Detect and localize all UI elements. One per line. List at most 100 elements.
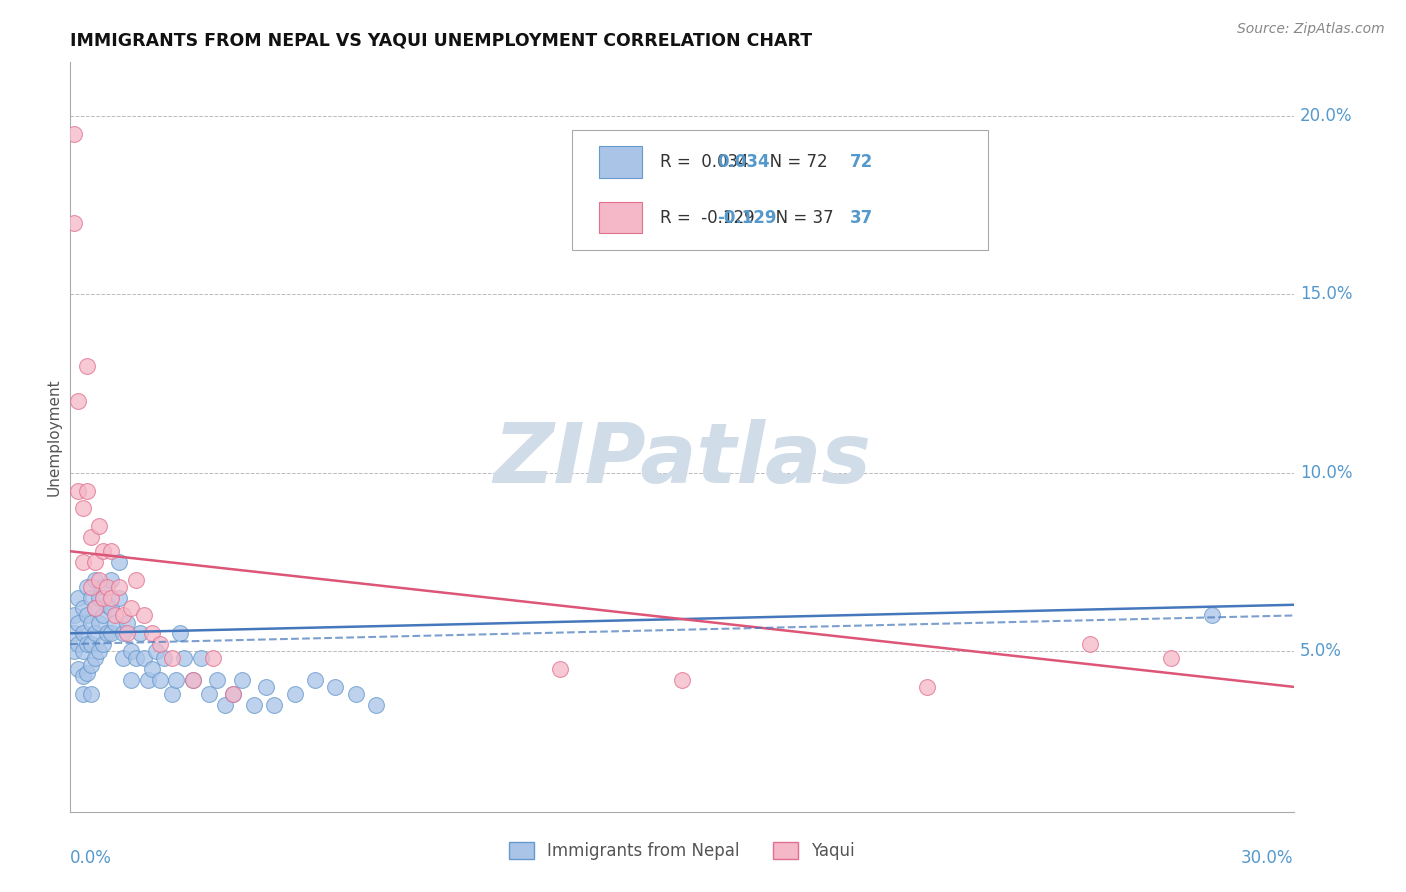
Point [671, 673, 693, 687]
Point [323, 680, 347, 694]
Point [124, 573, 146, 587]
Point [162, 687, 183, 701]
Point [141, 626, 163, 640]
Point [149, 637, 172, 651]
Point [87, 573, 110, 587]
Text: R =  0.034    N = 72: R = 0.034 N = 72 [659, 153, 828, 171]
Point [304, 673, 326, 687]
Point [108, 555, 131, 569]
Point [100, 591, 122, 605]
Point [548, 662, 571, 676]
Point [96, 626, 118, 640]
Point [149, 673, 172, 687]
Point [100, 626, 122, 640]
Point [231, 673, 253, 687]
Point [91, 637, 114, 651]
Point [117, 615, 139, 630]
Point [87, 615, 110, 630]
Point [67, 394, 90, 409]
Bar [599, 146, 641, 178]
Point [79, 591, 103, 605]
Point [132, 608, 155, 623]
Point [205, 673, 228, 687]
Legend: Immigrants from Nepal, Yaqui: Immigrants from Nepal, Yaqui [502, 836, 862, 867]
Point [72, 555, 94, 569]
Text: ZIPatlas: ZIPatlas [494, 419, 870, 500]
Point [243, 698, 266, 712]
Point [169, 626, 191, 640]
Point [67, 483, 90, 498]
Point [72, 687, 94, 701]
Text: Source: ZipAtlas.com: Source: ZipAtlas.com [1237, 22, 1385, 37]
Point [128, 626, 150, 640]
Point [132, 651, 155, 665]
Point [202, 651, 225, 665]
Text: 72: 72 [849, 153, 873, 171]
Point [91, 580, 114, 594]
Point [190, 651, 212, 665]
Point [100, 601, 122, 615]
Point [76, 580, 98, 594]
Text: 5.0%: 5.0% [1299, 642, 1341, 660]
Point [76, 665, 98, 680]
Point [72, 669, 94, 683]
Point [87, 519, 110, 533]
Point [145, 644, 167, 658]
Point [91, 608, 114, 623]
Point [72, 501, 94, 516]
Text: R =  -0.129    N = 37: R = -0.129 N = 37 [659, 209, 834, 227]
Point [124, 651, 146, 665]
Text: 30.0%: 30.0% [1241, 849, 1294, 867]
Point [63, 127, 86, 141]
Point [79, 687, 103, 701]
Point [1201, 608, 1223, 623]
Point [72, 626, 94, 640]
Point [83, 651, 105, 665]
Point [83, 601, 105, 615]
Point [173, 651, 195, 665]
Point [72, 644, 94, 658]
Point [76, 637, 98, 651]
Point [181, 673, 204, 687]
Point [366, 698, 388, 712]
Point [67, 615, 90, 630]
Point [344, 687, 367, 701]
Point [1160, 651, 1182, 665]
Point [100, 544, 122, 558]
Point [91, 591, 114, 605]
Point [79, 615, 103, 630]
Point [104, 615, 127, 630]
Text: IMMIGRANTS FROM NEPAL VS YAQUI UNEMPLOYMENT CORRELATION CHART: IMMIGRANTS FROM NEPAL VS YAQUI UNEMPLOYM… [70, 32, 813, 50]
Point [67, 637, 90, 651]
Point [67, 662, 90, 676]
Point [76, 359, 98, 373]
Point [91, 544, 114, 558]
Point [121, 601, 143, 615]
Point [67, 591, 90, 605]
Point [1078, 637, 1101, 651]
Point [181, 673, 204, 687]
Point [108, 591, 131, 605]
Point [96, 580, 118, 594]
Point [153, 651, 176, 665]
Text: 15.0%: 15.0% [1299, 285, 1353, 303]
Point [121, 673, 143, 687]
FancyBboxPatch shape [572, 130, 987, 250]
Point [96, 598, 118, 612]
Point [83, 626, 105, 640]
Point [87, 591, 110, 605]
Text: 0.0%: 0.0% [70, 849, 112, 867]
Point [165, 673, 187, 687]
Point [108, 580, 131, 594]
Point [112, 651, 135, 665]
Point [83, 601, 105, 615]
Text: 0.034: 0.034 [717, 153, 770, 171]
Point [79, 637, 103, 651]
Point [104, 608, 127, 623]
Point [121, 644, 143, 658]
Point [63, 644, 86, 658]
Point [141, 662, 163, 676]
Point [63, 608, 86, 623]
Point [83, 555, 105, 569]
Point [83, 573, 105, 587]
